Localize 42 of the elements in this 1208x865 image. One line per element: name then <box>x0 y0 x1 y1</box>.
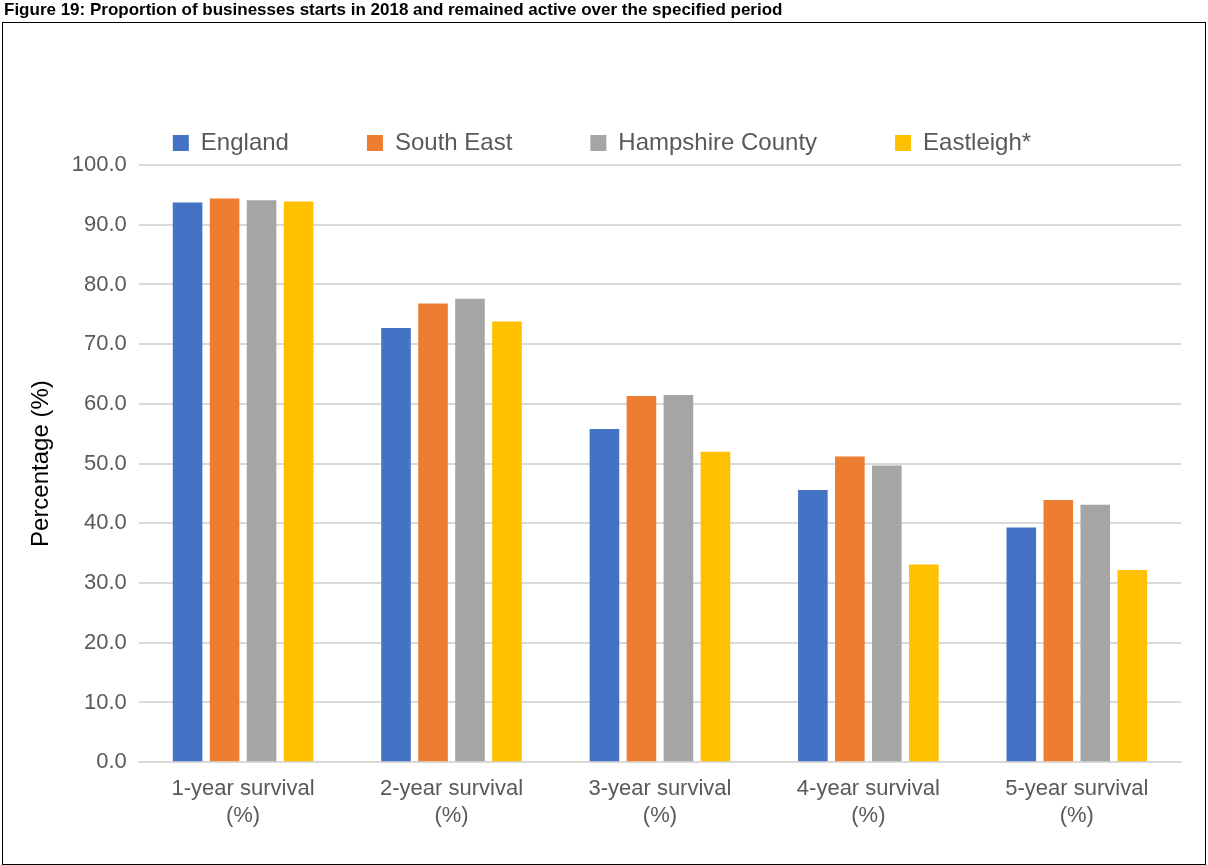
y-tick-label: 10.0 <box>84 688 127 714</box>
bar <box>283 201 314 762</box>
x-tick-label: 4-year survival (%) <box>796 775 940 827</box>
bar <box>209 198 240 762</box>
bar <box>1043 500 1074 762</box>
x-tick-label: 2-year survival (%) <box>379 775 524 827</box>
bar <box>798 489 828 762</box>
bar <box>909 564 939 762</box>
bar <box>663 394 694 762</box>
bar <box>455 298 485 762</box>
legend-label: Hampshire County <box>618 127 818 155</box>
bar <box>1006 527 1037 762</box>
y-tick-label: 30.0 <box>84 569 127 595</box>
bar <box>700 451 731 762</box>
bar <box>246 200 277 762</box>
bar <box>418 303 448 762</box>
bar <box>1080 504 1111 762</box>
bar <box>1117 569 1148 762</box>
bar <box>626 396 657 762</box>
y-tick-label: 60.0 <box>84 389 127 415</box>
x-tick-label: 5-year survival (%) <box>1005 775 1149 827</box>
y-tick-label: 100.0 <box>71 151 127 177</box>
bar <box>872 465 902 762</box>
legend-label: South East <box>394 127 513 155</box>
y-tick-label: 80.0 <box>84 270 127 296</box>
y-tick-label: 90.0 <box>84 210 127 236</box>
bar <box>381 328 411 762</box>
y-tick-label: 50.0 <box>84 449 127 475</box>
chart-title: Figure 19: Proportion of businesses starts in 2018 and remained active over the specified period <box>4 0 783 20</box>
y-tick-label: 0.0 <box>96 748 127 774</box>
y-tick-label: 70.0 <box>84 330 127 356</box>
x-tick-label: 1-year survival (%) <box>171 775 315 827</box>
y-tick-label: 40.0 <box>84 509 127 535</box>
legend-label: Eastleigh* <box>923 127 1032 155</box>
bar <box>835 456 865 762</box>
legend-label: England <box>200 127 289 155</box>
bar <box>492 321 522 762</box>
bar <box>589 428 620 762</box>
y-axis-title: Percentage (%) <box>26 380 54 547</box>
y-tick-label: 20.0 <box>84 628 127 654</box>
x-tick-label: 3-year survival (%) <box>588 775 732 827</box>
bar <box>172 202 203 762</box>
